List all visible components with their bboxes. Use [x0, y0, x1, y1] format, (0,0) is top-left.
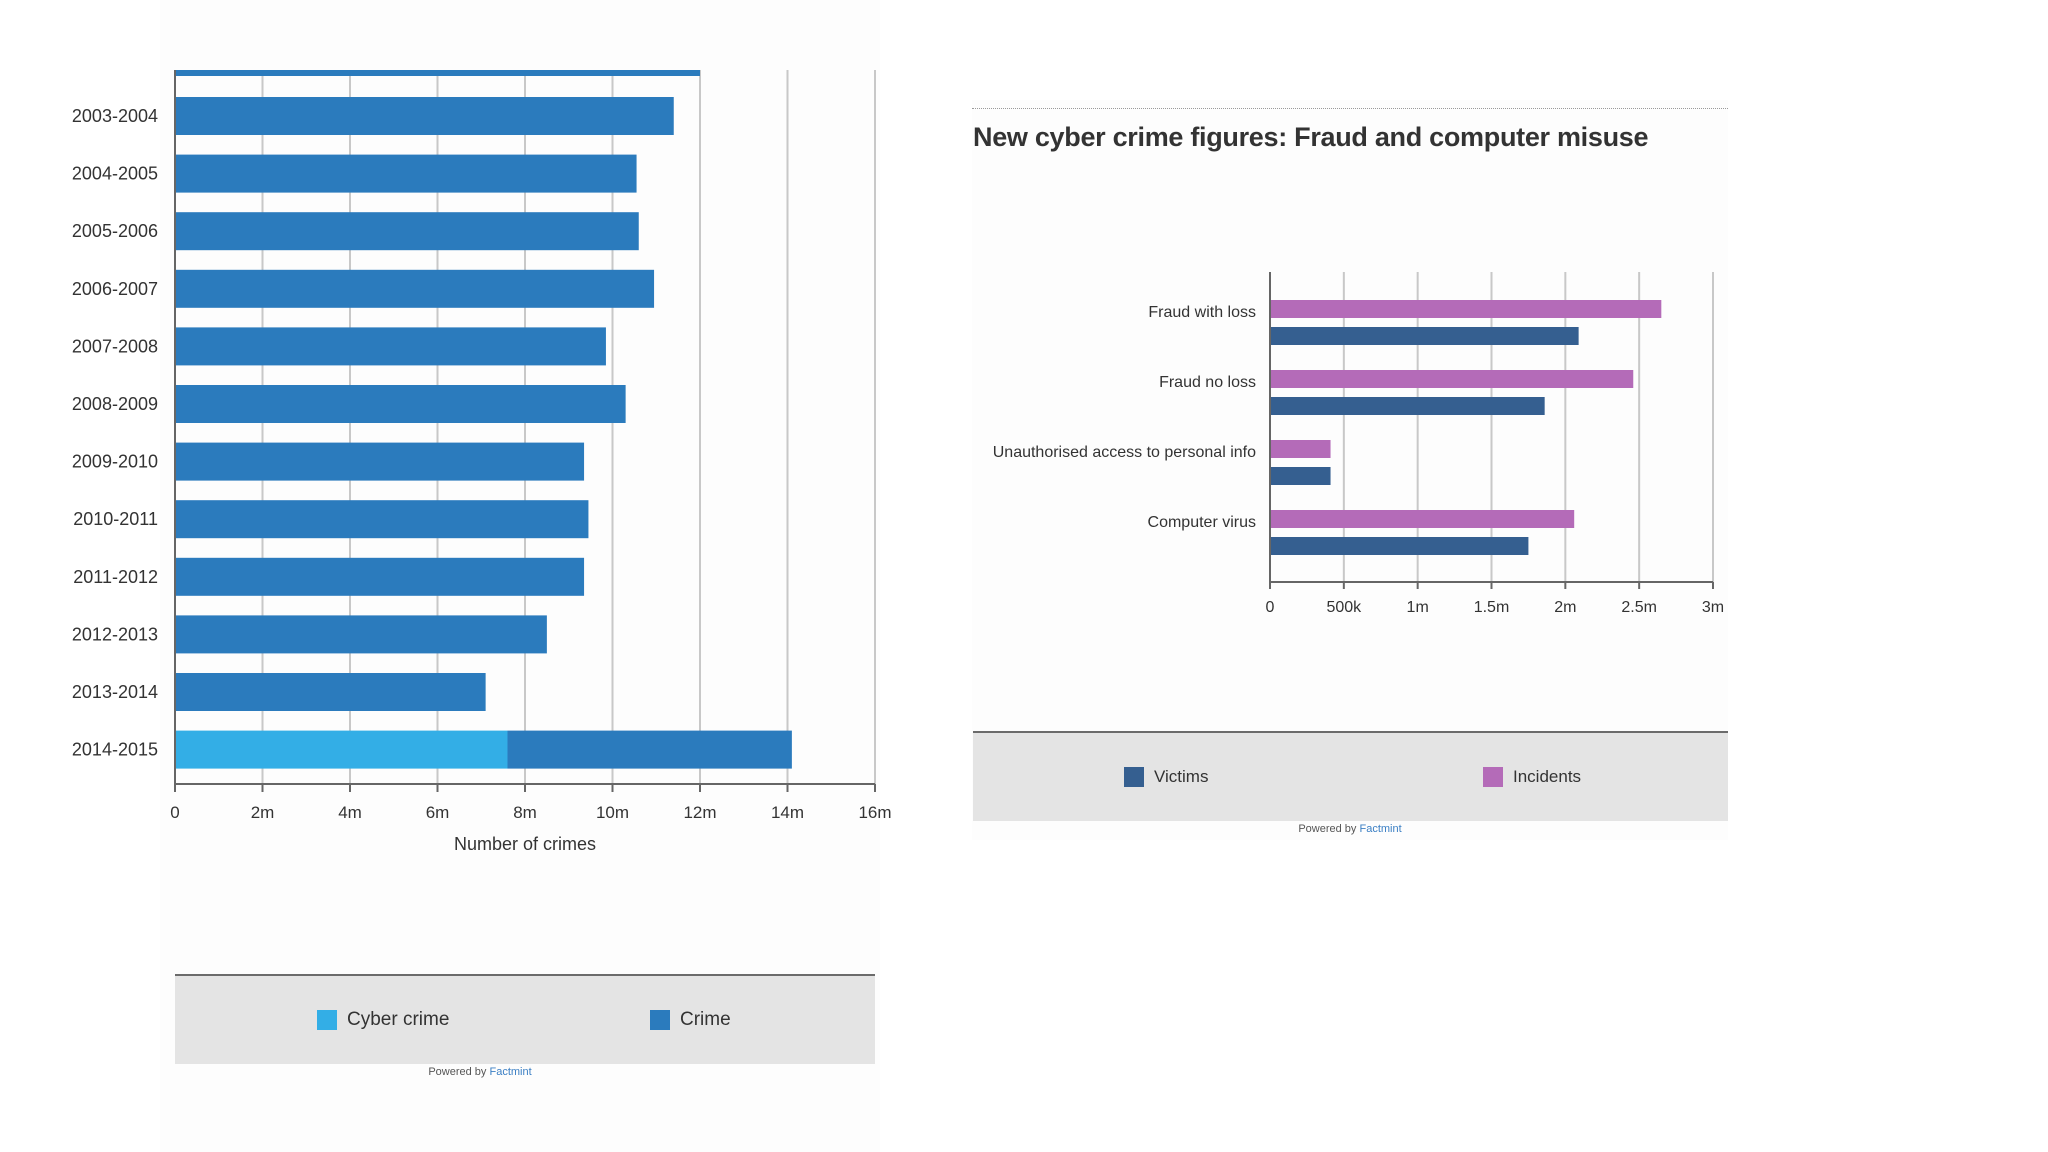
bar-crime-2013-2014: [175, 673, 486, 711]
bar-crime-2005-2006: [175, 212, 639, 251]
legend-swatch-incidents: [1483, 767, 1503, 787]
category-label-unauthorised-access-to-personal-info: Unauthorised access to personal info: [993, 444, 1256, 461]
x-tick-label-500k: 500k: [1326, 599, 1362, 616]
top-bar-edge: [175, 70, 700, 76]
category-label-computer-virus: Computer virus: [1148, 514, 1256, 531]
x-tick-label-10m: 10m: [596, 803, 629, 822]
category-label-2004-2005: 2004-2005: [72, 164, 158, 184]
powered-prefix: Powered by: [1298, 823, 1360, 835]
x-tick-label-1m: 1m: [1407, 599, 1429, 616]
fraud-legend: Victims Incidents: [973, 731, 1728, 821]
bar-crime-2004-2005: [175, 154, 637, 193]
bar-crime-2006-2007: [175, 269, 655, 308]
bar-crime-2010-2011: [175, 500, 589, 539]
x-tick-label-0: 0: [1266, 599, 1275, 616]
legend-label-cyber-crime: Cyber crime: [347, 1009, 450, 1030]
category-label-2013-2014: 2013-2014: [72, 682, 158, 702]
legend-label-crime: Crime: [680, 1009, 731, 1030]
category-label-2012-2013: 2012-2013: [72, 624, 158, 644]
bar-crime-2009-2010: [175, 442, 585, 481]
bar-crime-2014-2015: [507, 730, 792, 769]
powered-prefix: Powered by: [428, 1066, 490, 1078]
category-label-2003-2004: 2003-2004: [72, 106, 158, 126]
x-tick-label-4m: 4m: [338, 803, 362, 822]
x-tick-label-16m: 16m: [858, 803, 891, 822]
legend-item-incidents[interactable]: Incidents: [1483, 767, 1581, 787]
crimes-chart: 2003-2004 2004-2005 2005-2006 2006-2007 2007…: [72, 70, 892, 854]
x-tick-label-8m: 8m: [513, 803, 537, 822]
powered-by-2: Powered by Factmint: [1230, 823, 1470, 835]
bar-incidents-fraud-no-loss: [1270, 370, 1634, 388]
bar-cyber-crime-2014-2015: [175, 730, 508, 769]
chart2-title: New cyber crime figures: Fraud and compu…: [973, 122, 1649, 152]
chart2-top-rule: [972, 108, 1728, 109]
category-label-2010-2011: 2010-2011: [73, 509, 158, 529]
category-label-2006-2007: 2006-2007: [72, 279, 158, 299]
category-label-2014-2015: 2014-2015: [72, 740, 158, 760]
bar-incidents-unauthorised-access-to-personal-info: [1270, 440, 1331, 458]
x-tick-label-2-5m: 2.5m: [1621, 599, 1657, 616]
category-label-fraud-no-loss: Fraud no loss: [1159, 374, 1256, 391]
legend-swatch-victims: [1124, 767, 1144, 787]
bar-crime-2003-2004: [175, 97, 674, 135]
x-tick-label-12m: 12m: [683, 803, 716, 822]
powered-by-1: Powered by Factmint: [360, 1066, 600, 1078]
bar-incidents-computer-virus: [1270, 510, 1575, 528]
category-label-2009-2010: 2009-2010: [72, 452, 158, 472]
category-label-2007-2008: 2007-2008: [72, 336, 158, 356]
bar-crime-2008-2009: [175, 385, 626, 423]
x-tick-label-6m: 6m: [426, 803, 450, 822]
category-label-2008-2009: 2008-2009: [72, 394, 158, 414]
legend-item-crime[interactable]: Crime: [650, 1009, 731, 1031]
x-tick-label-2m: 2m: [1554, 599, 1576, 616]
x-tick-label-0: 0: [170, 803, 179, 822]
bar-incidents-fraud-with-loss: [1270, 300, 1662, 318]
bar-victims-computer-virus: [1270, 537, 1529, 555]
bar-crime-2011-2012: [175, 557, 585, 596]
bar-victims-fraud-no-loss: [1270, 397, 1545, 415]
legend-swatch-crime: [650, 1010, 670, 1030]
x-tick-label-14m: 14m: [771, 803, 804, 822]
legend-label-victims: Victims: [1154, 767, 1209, 786]
chart2-panel: [972, 100, 1728, 840]
x-tick-label-3m: 3m: [1702, 599, 1724, 616]
category-label-2005-2006: 2005-2006: [72, 221, 158, 241]
x-tick-label-2m: 2m: [251, 803, 275, 822]
factmint-link[interactable]: Factmint: [489, 1066, 532, 1078]
category-label-2011-2012: 2011-2012: [73, 567, 158, 587]
crimes-legend: Cyber crime Crime: [175, 974, 875, 1064]
legend-swatch-cyber-crime: [317, 1010, 337, 1030]
x-axis-title: Number of crimes: [454, 834, 596, 854]
legend-item-victims[interactable]: Victims: [1124, 767, 1208, 787]
category-label-fraud-with-loss: Fraud with loss: [1148, 304, 1256, 321]
x-tick-label-1-5m: 1.5m: [1474, 599, 1510, 616]
bar-victims-unauthorised-access-to-personal-info: [1270, 467, 1331, 485]
factmint-link[interactable]: Factmint: [1359, 823, 1402, 835]
bar-victims-fraud-with-loss: [1270, 327, 1579, 345]
bar-crime-2012-2013: [175, 615, 547, 654]
fraud-chart: Fraud with loss Fraud no loss Unauthorised…: [993, 272, 1724, 616]
legend-label-incidents: Incidents: [1513, 767, 1582, 786]
bar-crime-2007-2008: [175, 327, 606, 366]
legend-item-cyber-crime[interactable]: Cyber crime: [317, 1009, 449, 1031]
